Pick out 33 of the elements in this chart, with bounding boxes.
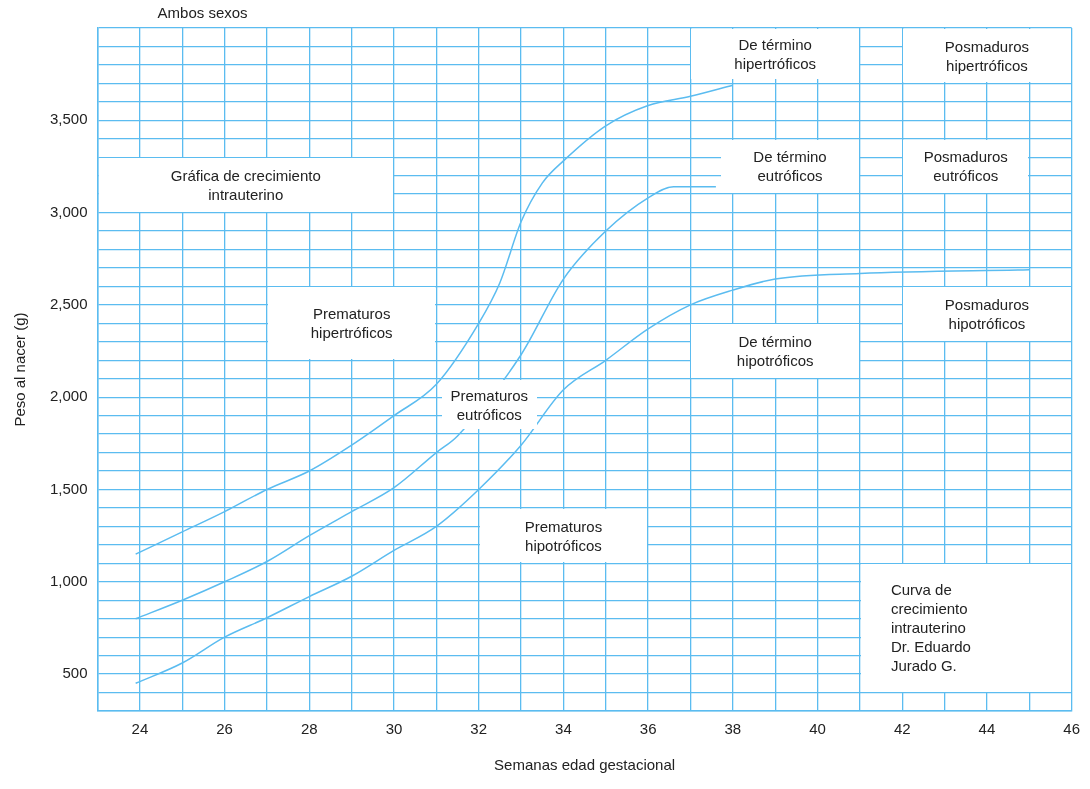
y-tick-label: 3,500 [49, 110, 88, 128]
y-axis-title: Peso al nacer (g) [11, 312, 29, 427]
text-box: Prematuros eutróficos [441, 379, 537, 430]
x-tick-label: 32 [470, 720, 488, 738]
text-box: De término hipertróficos [691, 29, 859, 79]
text-box: Gráfica de crecimiento intrauterino [98, 158, 393, 212]
y-tick-label: 1,000 [49, 571, 88, 589]
text-box: Posmaduros hipertróficos [903, 29, 1071, 83]
x-tick-label: 34 [555, 720, 572, 738]
text-box: Curva de crecimiento intrauterino Dr. Eduardo Jurado G. [860, 564, 1071, 692]
x-tick-label: 40 [809, 720, 826, 738]
x-tick-label: 28 [300, 720, 318, 738]
y-tick-label: 2,000 [49, 387, 88, 405]
x-tick-label: 38 [724, 720, 742, 738]
x-tick-label: 24 [131, 720, 149, 738]
x-tick-label: 44 [978, 720, 996, 738]
x-axis-title: Semanas edad gestacional [494, 756, 676, 774]
x-tick-label: 42 [893, 720, 911, 738]
x-tick-label: 26 [216, 720, 233, 738]
y-tick-label: 500 [62, 664, 88, 682]
y-tick-label: 2,500 [49, 295, 88, 313]
chart-title: Ambos sexos [157, 4, 248, 22]
text-box: Posmaduros eutróficos [903, 139, 1029, 194]
y-tick-label: 1,500 [49, 479, 88, 497]
text-box: Prematuros hipotróficos [479, 508, 648, 563]
x-tick-label: 46 [1063, 720, 1080, 738]
text-box: Prematuros hipertróficos [267, 287, 436, 360]
x-tick-label: 36 [639, 720, 657, 738]
text-box: De término eutróficos [721, 139, 859, 194]
text-box: Posmaduros hipotróficos [903, 287, 1071, 341]
x-tick-label: 30 [385, 720, 403, 738]
text-box: De término hipotróficos [691, 324, 859, 378]
y-tick-label: 3,000 [49, 202, 88, 220]
